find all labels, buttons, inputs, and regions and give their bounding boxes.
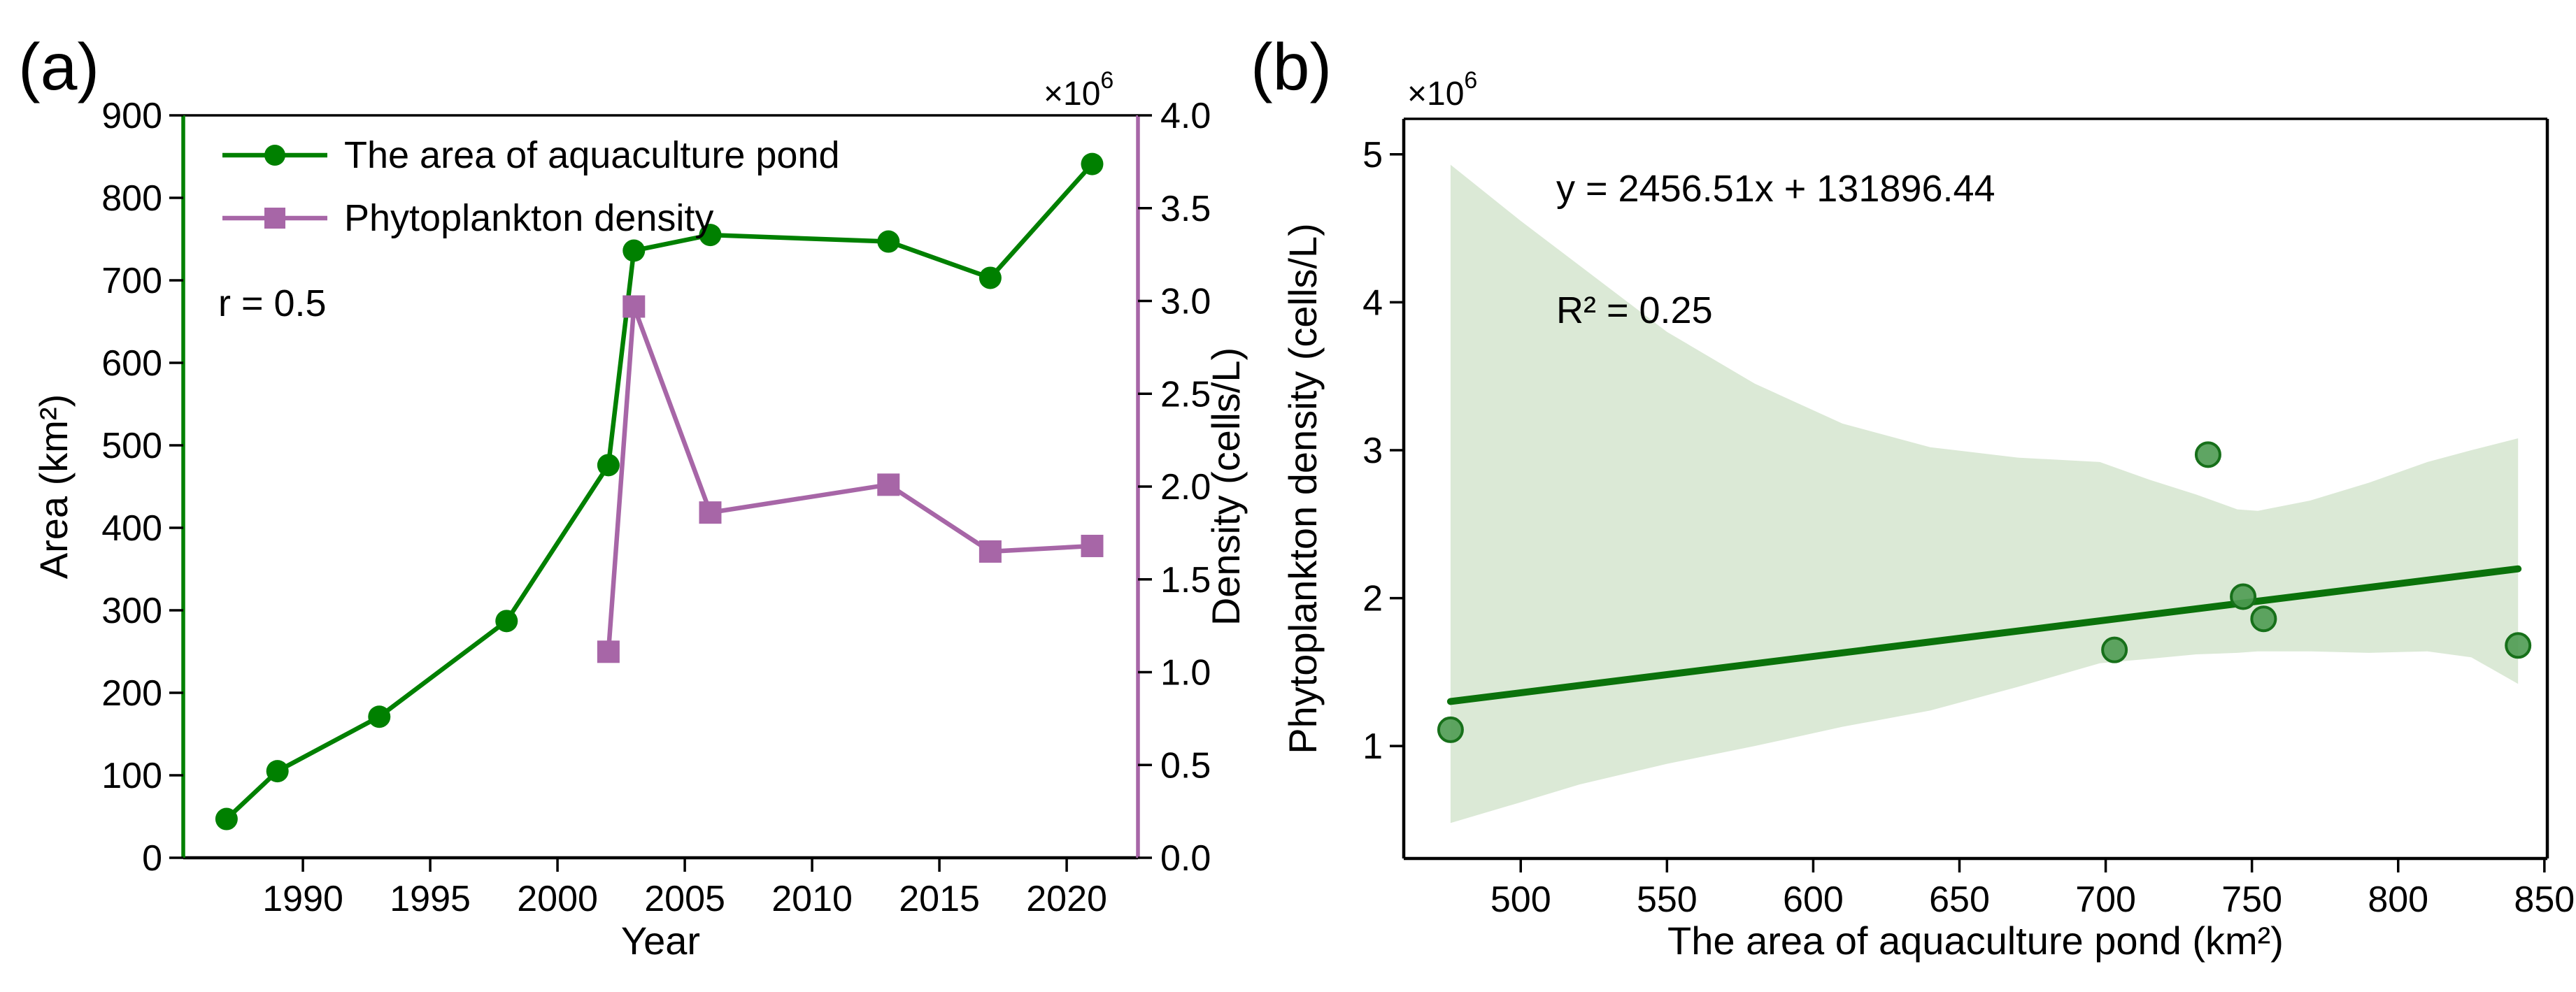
area-series-marker — [495, 610, 518, 633]
y-right-tick-label: 3.0 — [1160, 282, 1211, 322]
area-series-marker — [368, 705, 391, 728]
x-tick-label: 650 — [1929, 879, 1990, 920]
y-right-tick-label: 2.5 — [1160, 374, 1211, 415]
y-tick-label: 1 — [1362, 726, 1383, 767]
area-series-marker — [699, 224, 722, 247]
legend-label-density: Phytoplankton density — [344, 197, 713, 239]
y-right-tick-label: 1.0 — [1160, 653, 1211, 693]
scatter-point — [1437, 716, 1464, 743]
area-series-line — [225, 162, 1094, 821]
area-series-marker — [622, 239, 646, 262]
y-right-tick-label: 0.5 — [1160, 745, 1211, 786]
y-left-tick-label: 800 — [101, 178, 162, 219]
scatter-point — [2250, 605, 2277, 633]
legend-label-area: The area of aquaculture pond — [344, 134, 840, 176]
regression-line — [1446, 565, 2522, 705]
y-left-tick-label: 500 — [101, 426, 162, 466]
scatter-point — [2101, 636, 2128, 663]
x-axis-label: The area of aquaculture pond (km²) — [1667, 919, 2284, 963]
panel-a-label: (a) — [18, 30, 99, 104]
density-series-marker — [877, 473, 900, 496]
x-tick-label: 1990 — [262, 879, 343, 919]
y-left-tick-label: 300 — [101, 591, 162, 631]
x-tick-label: 750 — [2221, 879, 2282, 920]
legend-marker-square — [264, 208, 285, 229]
x-tick-label: 800 — [2368, 879, 2428, 920]
y-right-tick-label: 3.5 — [1160, 189, 1211, 229]
y-right-tick-label: 1.5 — [1160, 560, 1211, 601]
x-tick-label: 550 — [1637, 879, 1698, 920]
density-series-marker — [979, 540, 1002, 563]
x-tick-label: 600 — [1783, 879, 1844, 920]
density-series-marker — [699, 501, 722, 524]
x-tick-label: 2015 — [899, 879, 980, 919]
x-axis-label: Year — [621, 919, 700, 963]
y-tick-label: 2 — [1362, 579, 1383, 619]
x-tick-label: 2000 — [517, 879, 598, 919]
regression-equation: y = 2456.51x + 131896.44 — [1556, 168, 1995, 210]
confidence-interval-band — [1450, 164, 2519, 824]
area-series-marker — [597, 454, 620, 477]
x-tick-label: 1995 — [390, 879, 471, 919]
area-series-marker — [215, 807, 238, 831]
y-right-tick-label: 2.0 — [1160, 467, 1211, 508]
density-series-marker — [1081, 534, 1104, 557]
y-left-tick-label: 400 — [101, 508, 162, 549]
correlation-annotation: r = 0.5 — [218, 282, 327, 324]
area-series-marker — [979, 266, 1002, 289]
y-left-tick-label: 100 — [101, 756, 162, 796]
y-axis-offset-text: ×106 — [1407, 67, 1477, 113]
y-left-tick-label: 0 — [142, 838, 162, 879]
scatter-point — [2194, 441, 2221, 468]
y-left-tick-label: 700 — [101, 261, 162, 301]
y-right-tick-label: 0.0 — [1160, 838, 1211, 879]
x-tick-label: 700 — [2075, 879, 2136, 920]
area-series-marker — [1081, 152, 1104, 175]
y-axis-label: Phytoplankton density (cells/L) — [1281, 223, 1325, 754]
y-axis-label-right: Density (cells/L) — [1204, 347, 1248, 626]
y-right-tick-label: 4.0 — [1160, 96, 1211, 136]
x-tick-label: 500 — [1490, 879, 1551, 920]
panel-b-label: (b) — [1251, 30, 1332, 104]
y-left-tick-label: 200 — [101, 673, 162, 714]
panel-a-line-chart: 0 100 200 300 400 500 600 700 800 900 0.0 0.5 1.0 1.5… — [18, 30, 1248, 963]
area-series-marker — [877, 230, 900, 253]
y-tick-label: 3 — [1362, 431, 1383, 471]
density-series-marker — [622, 295, 646, 318]
panel-b-scatter-chart: 1 2 3 4 5 500 550 600 650 700 750 800 850 y = 2456.51… — [1251, 30, 2575, 963]
x-tick-label: 2020 — [1026, 879, 1107, 919]
scatter-point — [2230, 583, 2257, 610]
density-series-line — [606, 305, 1093, 652]
y-left-tick-label: 900 — [101, 96, 162, 136]
right-axis-offset-text: ×106 — [1044, 67, 1113, 113]
density-series-marker — [597, 640, 620, 663]
legend-marker-circle — [264, 145, 285, 166]
x-tick-label: 850 — [2514, 879, 2575, 920]
y-left-tick-label: 600 — [101, 343, 162, 384]
scatter-point — [2505, 632, 2532, 659]
r-squared-annotation: R² = 0.25 — [1556, 289, 1713, 331]
y-axis-label-left: Area (km²) — [31, 394, 76, 579]
area-series-marker — [266, 760, 289, 783]
y-tick-label: 5 — [1362, 135, 1383, 175]
x-tick-label: 2010 — [771, 879, 853, 919]
x-tick-label: 2005 — [644, 879, 725, 919]
y-tick-label: 4 — [1362, 282, 1383, 323]
